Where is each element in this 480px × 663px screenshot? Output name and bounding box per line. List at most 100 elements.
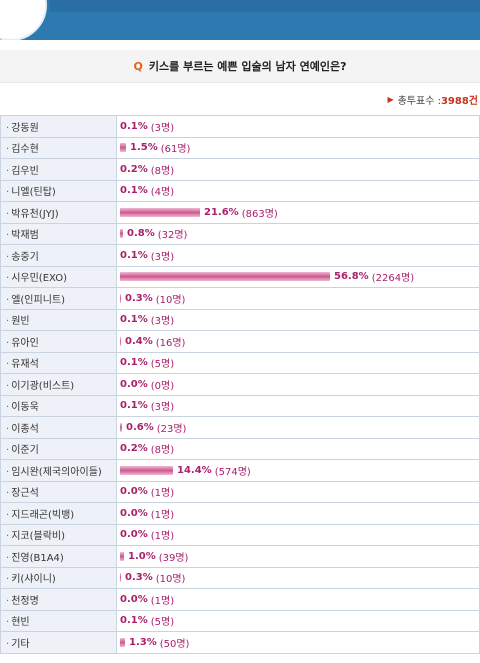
result-wrap: 0.6% (23명) bbox=[117, 420, 479, 435]
result-percent: 0.6% bbox=[126, 421, 154, 433]
result-percent: 0.1% bbox=[120, 120, 148, 132]
result-votes: (0명) bbox=[150, 380, 175, 392]
candidate-name: 이동욱 bbox=[11, 402, 39, 414]
result-wrap: 0.2% (8명) bbox=[117, 162, 479, 177]
result-cell: 1.3% (50명) bbox=[116, 631, 480, 654]
result-bar bbox=[120, 293, 121, 303]
candidate-name: 원빈 bbox=[11, 316, 30, 328]
result-cell: 0.1% (3명) bbox=[116, 115, 480, 138]
candidate-name-cell: · 김수현 bbox=[0, 136, 117, 159]
candidate-name: 니엘(틴탑) bbox=[11, 187, 56, 199]
candidate-name-cell: · 유아인 bbox=[0, 330, 117, 353]
result-wrap: 0.0% (0명) bbox=[117, 377, 479, 392]
table-row: · 시우민(EXO) 56.8% (2264명) bbox=[0, 265, 480, 288]
result-wrap: 0.0% (1명) bbox=[117, 484, 479, 499]
result-bar bbox=[120, 637, 125, 647]
result-votes: (5명) bbox=[150, 617, 175, 629]
candidate-name: 장근석 bbox=[11, 488, 39, 500]
result-votes: (2264명) bbox=[371, 273, 415, 285]
table-row: · 이준기 0.2% (8명) bbox=[0, 437, 480, 460]
table-row: · 이종석 0.6% (23명) bbox=[0, 416, 480, 439]
table-row: · 기타 1.3% (50명) bbox=[0, 631, 480, 654]
result-cell: 0.1% (4명) bbox=[116, 179, 480, 202]
candidate-name: 이기광(비스트) bbox=[11, 380, 75, 392]
result-percent: 0.8% bbox=[127, 228, 155, 240]
result-percent: 0.0% bbox=[120, 486, 148, 498]
result-votes: (4명) bbox=[150, 187, 175, 199]
result-wrap: 0.1% (4명) bbox=[117, 183, 479, 198]
table-row: · 키(샤이니) 0.3% (10명) bbox=[0, 566, 480, 589]
table-row: · 장근석 0.0% (1명) bbox=[0, 480, 480, 503]
candidate-name: 이종석 bbox=[11, 423, 39, 435]
bullet-icon: · bbox=[6, 337, 10, 349]
candidate-name: 기타 bbox=[11, 638, 30, 650]
result-percent: 0.1% bbox=[120, 185, 148, 197]
result-votes: (10명) bbox=[155, 294, 186, 306]
result-cell: 0.2% (8명) bbox=[116, 437, 480, 460]
result-votes: (23명) bbox=[156, 423, 187, 435]
candidate-name: 강동원 bbox=[11, 122, 39, 134]
bullet-icon: · bbox=[6, 423, 10, 435]
result-percent: 0.1% bbox=[120, 615, 148, 627]
header-band bbox=[0, 0, 480, 12]
result-cell: 14.4% (574명) bbox=[116, 459, 480, 482]
result-votes: (574명) bbox=[214, 466, 251, 478]
candidate-name: 유아인 bbox=[11, 337, 39, 349]
candidate-name-cell: · 유재석 bbox=[0, 351, 117, 374]
result-percent: 0.1% bbox=[120, 314, 148, 326]
result-wrap: 0.0% (1명) bbox=[117, 527, 479, 542]
candidate-name-cell: · 이준기 bbox=[0, 437, 117, 460]
result-cell: 0.1% (3명) bbox=[116, 308, 480, 331]
candidate-name: 유재석 bbox=[11, 359, 39, 371]
result-bar bbox=[120, 422, 122, 432]
result-votes: (1명) bbox=[150, 595, 175, 607]
table-row: · 이동욱 0.1% (3명) bbox=[0, 394, 480, 417]
result-cell: 0.1% (3명) bbox=[116, 244, 480, 267]
result-wrap: 0.1% (5명) bbox=[117, 355, 479, 370]
candidate-name-cell: · 니엘(틴탑) bbox=[0, 179, 117, 202]
result-wrap: 0.1% (3명) bbox=[117, 312, 479, 327]
result-wrap: 0.1% (5명) bbox=[117, 613, 479, 628]
result-wrap: 0.3% (10명) bbox=[117, 570, 479, 585]
table-row: · 송중기 0.1% (3명) bbox=[0, 244, 480, 267]
result-percent: 0.0% bbox=[120, 529, 148, 541]
candidate-name-cell: · 지드래곤(빅뱅) bbox=[0, 502, 117, 525]
result-votes: (3명) bbox=[150, 251, 175, 263]
result-cell: 56.8% (2264명) bbox=[116, 265, 480, 288]
result-percent: 14.4% bbox=[177, 464, 212, 476]
table-row: · 현빈 0.1% (5명) bbox=[0, 609, 480, 632]
result-wrap: 0.0% (1명) bbox=[117, 506, 479, 521]
result-percent: 0.1% bbox=[120, 357, 148, 369]
bullet-icon: · bbox=[6, 187, 10, 199]
result-percent: 1.0% bbox=[128, 550, 156, 562]
bullet-icon: · bbox=[6, 574, 10, 586]
bullet-icon: · bbox=[6, 165, 10, 177]
candidate-name: 천정명 bbox=[11, 595, 39, 607]
result-votes: (3명) bbox=[150, 316, 175, 328]
result-percent: 56.8% bbox=[334, 271, 369, 283]
bullet-icon: · bbox=[6, 595, 10, 607]
result-cell: 0.0% (1명) bbox=[116, 588, 480, 611]
result-votes: (1명) bbox=[150, 531, 175, 543]
result-wrap: 0.1% (3명) bbox=[117, 119, 479, 134]
result-percent: 0.1% bbox=[120, 400, 148, 412]
result-wrap: 56.8% (2264명) bbox=[117, 269, 479, 284]
result-bar bbox=[120, 272, 330, 282]
result-cell: 0.1% (5명) bbox=[116, 609, 480, 632]
result-wrap: 0.2% (8명) bbox=[117, 441, 479, 456]
table-row: · 지드래곤(빅뱅) 0.0% (1명) bbox=[0, 502, 480, 525]
result-percent: 0.2% bbox=[120, 163, 148, 175]
bullet-icon: · bbox=[6, 531, 10, 543]
table-row: · 이기광(비스트) 0.0% (0명) bbox=[0, 373, 480, 396]
result-percent: 0.0% bbox=[120, 378, 148, 390]
result-votes: (3명) bbox=[150, 402, 175, 414]
candidate-name: 지드래곤(빅뱅) bbox=[11, 509, 75, 521]
candidate-name-cell: · 키(샤이니) bbox=[0, 566, 117, 589]
result-votes: (32명) bbox=[157, 230, 188, 242]
bullet-icon: · bbox=[6, 402, 10, 414]
bullet-icon: · bbox=[6, 380, 10, 392]
candidate-name: 지코(블락비) bbox=[11, 531, 65, 543]
result-votes: (1명) bbox=[150, 488, 175, 500]
question-marker: Q bbox=[133, 59, 143, 73]
result-votes: (5명) bbox=[150, 359, 175, 371]
